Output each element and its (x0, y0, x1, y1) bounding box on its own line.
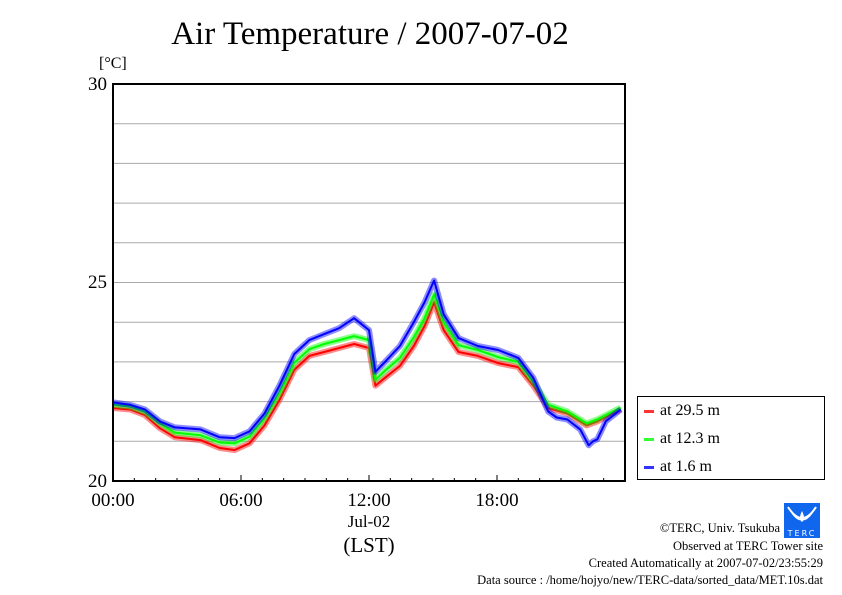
svg-text:TERC: TERC (787, 529, 817, 538)
y-axis-unit: [°C] (99, 55, 127, 72)
legend-item-29.5m: at 29.5 m (644, 403, 720, 419)
series-line (112, 293, 622, 445)
series-halo (112, 291, 623, 447)
chart-title: Air Temperature / 2007-07-02 (171, 16, 569, 52)
data-source-text: Data source : /home/hojyo/new/TERC-data/… (477, 573, 823, 587)
legend-swatch (644, 465, 654, 469)
copyright-text: ©TERC, Univ. Tsukuba (659, 521, 780, 535)
legend-label: at 1.6 m (660, 458, 712, 475)
y-tick-label: 30 (88, 74, 107, 95)
x-date-label: Jul-02 (347, 512, 391, 531)
y-tick-label: 25 (88, 272, 107, 293)
x-tick-label: 12:00 (347, 490, 391, 511)
legend-label: at 29.5 m (660, 402, 720, 419)
observed-text: Observed at TERC Tower site (672, 539, 823, 553)
series-line (112, 279, 622, 447)
legend-item-12.3m: at 12.3 m (644, 431, 720, 447)
legend-label: at 12.3 m (660, 430, 720, 447)
series-line (112, 301, 622, 451)
series-halo (112, 277, 623, 449)
x-tick-label: 06:00 (219, 490, 263, 511)
created-text: Created Automatically at 2007-07-02/23:5… (588, 556, 823, 570)
y-tick-label: 20 (88, 471, 107, 492)
terc-logo: TERC (784, 503, 820, 538)
x-tick-label: 18:00 (475, 490, 519, 511)
x-axis-label: (LST) (343, 533, 395, 557)
legend: at 29.5 m at 12.3 m at 1.6 m (637, 396, 825, 480)
legend-item-1.6m: at 1.6 m (644, 459, 712, 475)
x-tick-label: 00:00 (91, 490, 135, 511)
legend-swatch (644, 409, 654, 413)
legend-swatch (644, 437, 654, 441)
